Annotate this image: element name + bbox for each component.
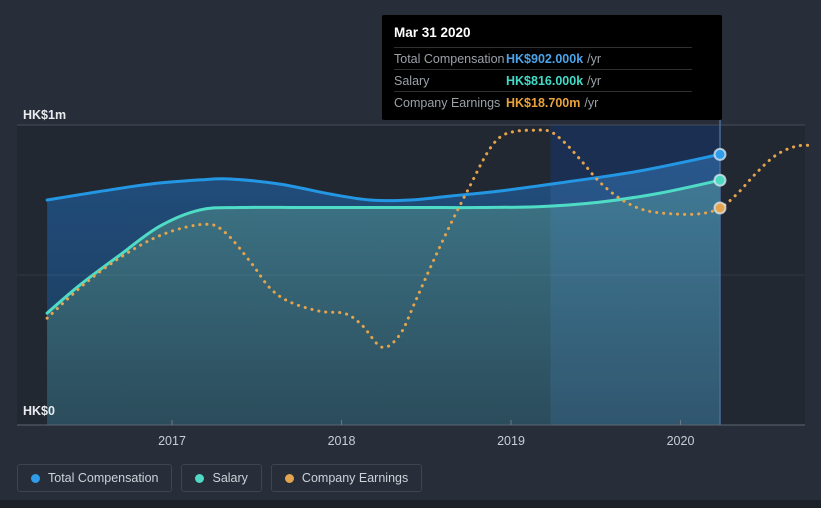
legend-label: Salary — [212, 471, 248, 485]
tooltip-date: Mar 31 2020 — [394, 25, 471, 40]
svg-text:2019: 2019 — [497, 434, 525, 448]
tooltip-label: Company Earnings — [394, 95, 501, 110]
legend-item-salary[interactable]: Salary — [181, 464, 262, 492]
tooltip-row: Company Earnings HK$18.700m /yr — [394, 91, 692, 113]
tooltip-row: Total Compensation HK$902.000k /yr — [394, 47, 692, 69]
svg-text:2018: 2018 — [328, 434, 356, 448]
salary-area — [47, 180, 721, 425]
tooltip-value: HK$902.000k — [506, 51, 584, 66]
legend-item-company-earnings[interactable]: Company Earnings — [270, 464, 423, 492]
tooltip-label: Total Compensation — [394, 51, 505, 66]
tooltip-value: HK$18.700m — [506, 95, 581, 110]
tooltip-suffix: /yr — [584, 95, 599, 110]
legend: Total Compensation Salary Company Earnin… — [17, 464, 423, 492]
tooltip-label: Salary — [394, 73, 430, 88]
tooltip-suffix: /yr — [587, 73, 602, 88]
tooltip: Mar 31 2020 Total Compensation HK$902.00… — [382, 15, 722, 120]
total-compensation-point[interactable] — [713, 147, 727, 161]
salary-point[interactable] — [713, 173, 727, 187]
tooltip-value: HK$816.000k — [506, 73, 584, 88]
x-axis-labels: 2017 2018 2019 2020 — [158, 420, 694, 448]
legend-label: Company Earnings — [301, 471, 409, 485]
svg-text:2017: 2017 — [158, 434, 186, 448]
legend-dot-icon — [31, 473, 40, 483]
tooltip-suffix: /yr — [587, 51, 602, 66]
total-compensation-line — [45, 152, 722, 203]
salary-line — [45, 178, 722, 315]
svg-text:2020: 2020 — [667, 434, 695, 448]
tooltip-row: Salary HK$816.000k /yr — [394, 69, 692, 91]
legend-dot-icon — [195, 473, 205, 483]
company-earnings-line — [45, 128, 814, 349]
y-axis-label-0: HK$0 — [23, 404, 55, 418]
legend-label: Total Compensation — [48, 471, 159, 485]
highlight-band-overlay — [550, 125, 720, 425]
bottom-bar — [0, 500, 821, 508]
company-earnings-point[interactable] — [713, 201, 727, 215]
legend-item-total-compensation[interactable]: Total Compensation — [17, 464, 173, 492]
y-axis-label-1m: HK$1m — [23, 108, 66, 122]
legend-dot-icon — [284, 473, 294, 483]
